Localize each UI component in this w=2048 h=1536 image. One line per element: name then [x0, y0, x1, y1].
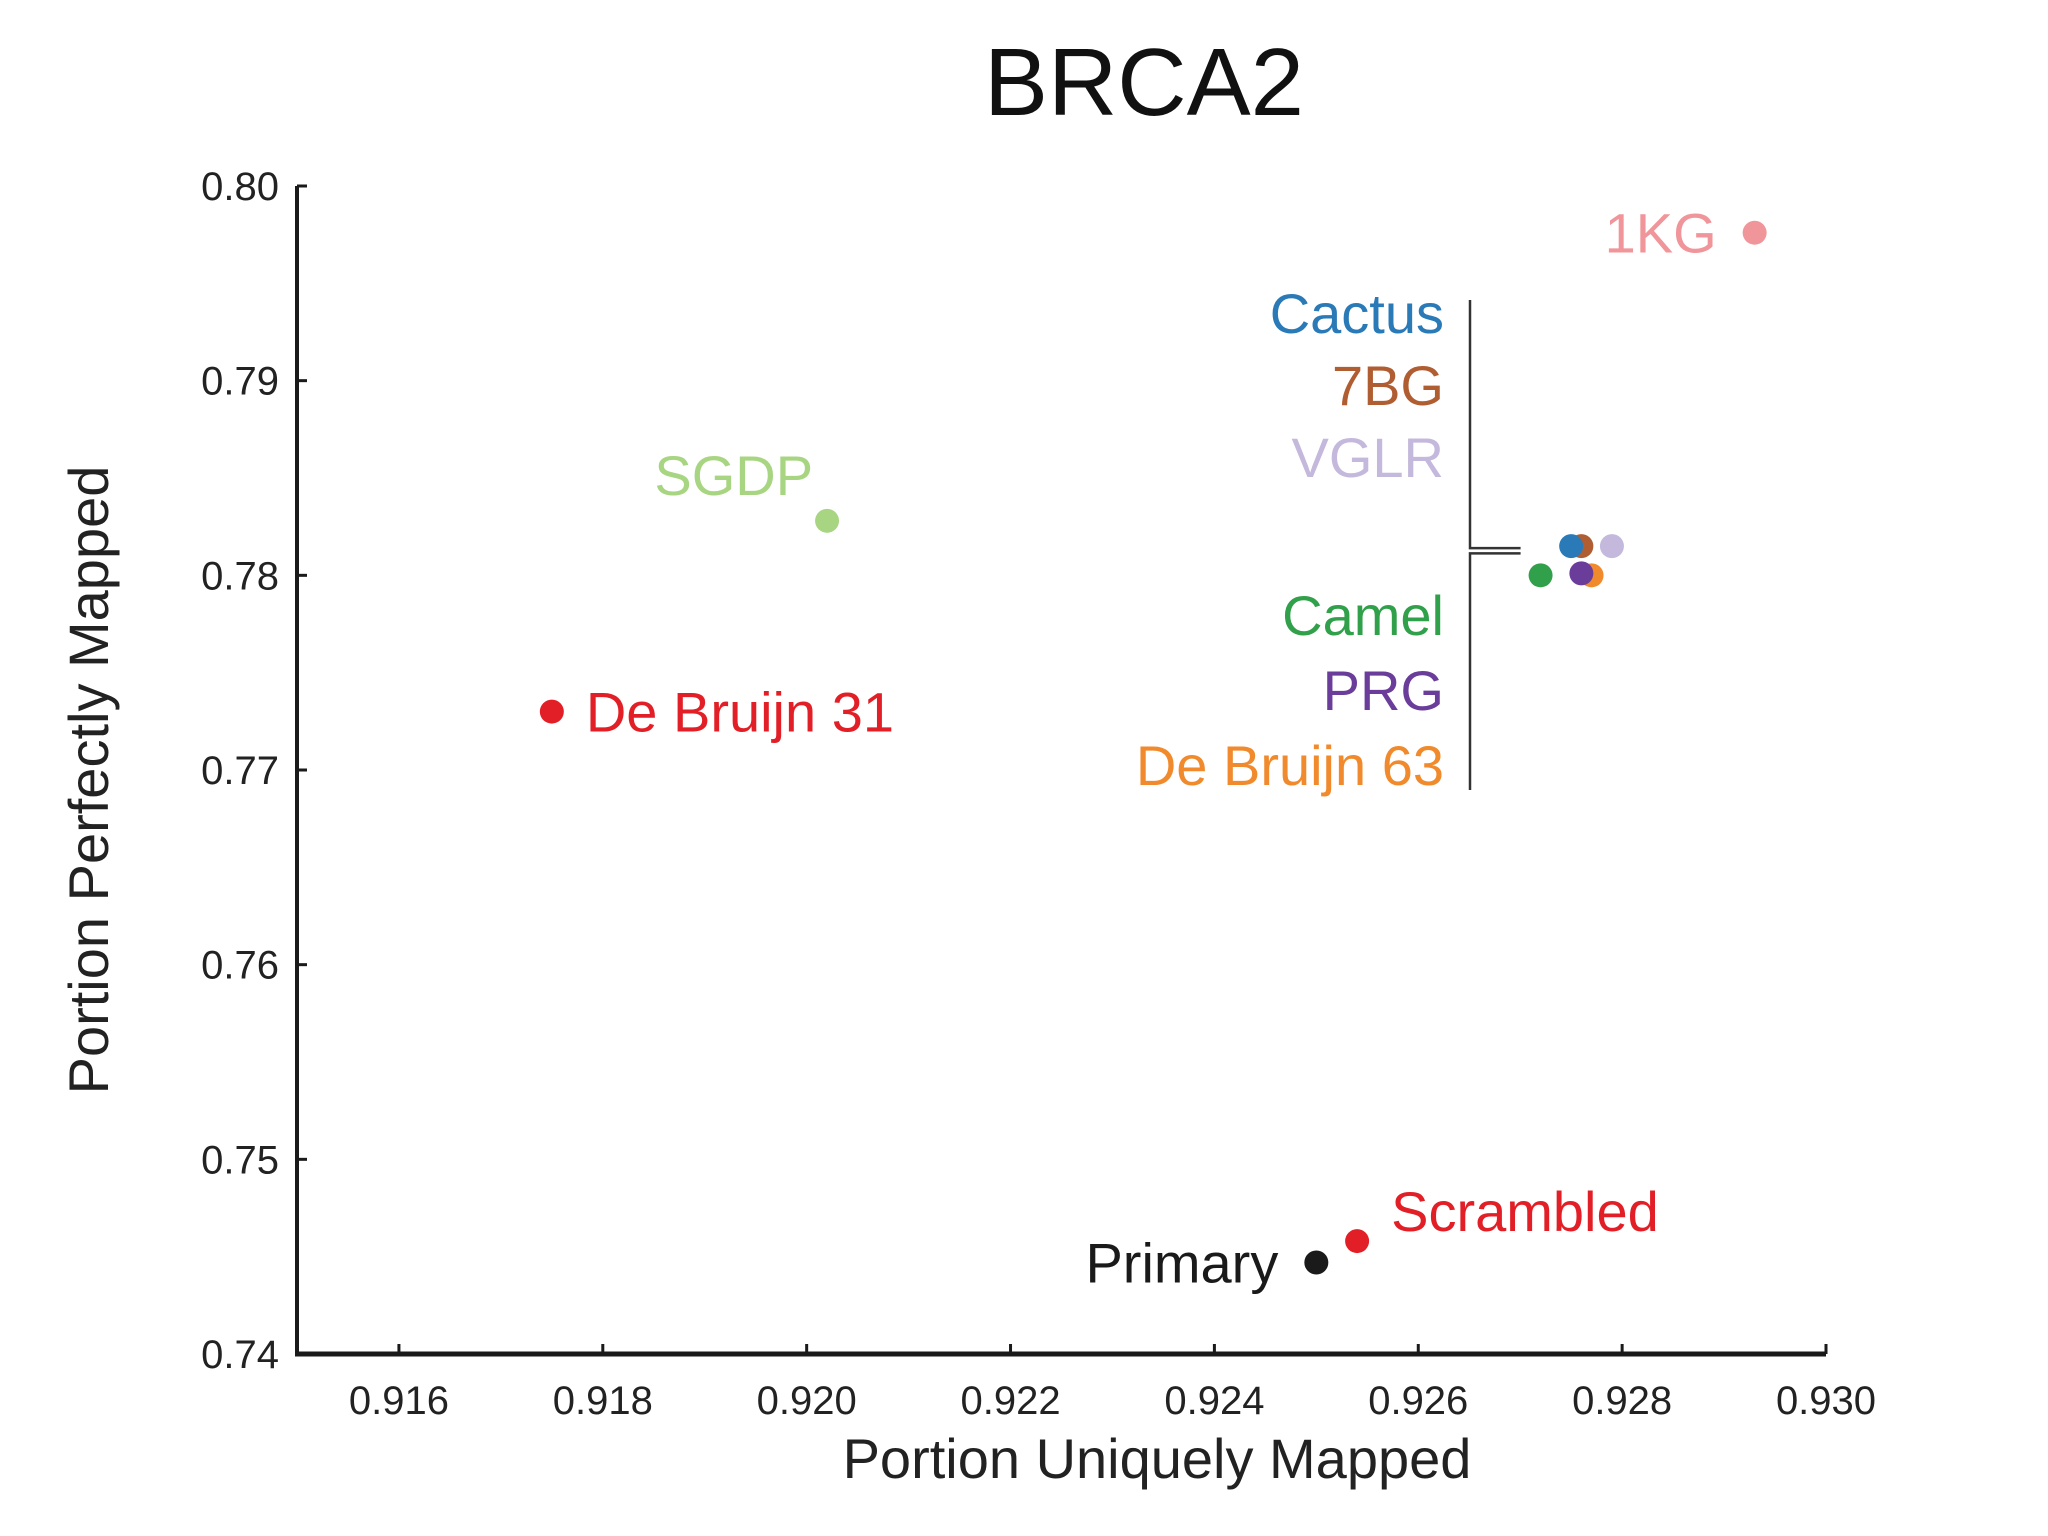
y-tick-label: 0.78 — [201, 554, 279, 598]
point-sgdp — [815, 508, 840, 533]
label-vglr: VGLR — [1292, 426, 1445, 489]
label-prg: PRG — [1323, 659, 1444, 722]
point-primary — [1304, 1250, 1329, 1275]
label-primary: Primary — [1085, 1232, 1278, 1295]
y-tick-label: 0.76 — [201, 944, 279, 988]
label-sgdp: SGDP — [654, 444, 813, 507]
y-axis-ticks: 0.74 0.75 0.76 0.77 0.78 0.79 0.80 — [201, 165, 307, 1377]
x-tick-label: 0.922 — [960, 1379, 1060, 1423]
label-de-bruijn-31: De Bruijn 31 — [586, 681, 894, 744]
x-axis-ticks: 0.916 0.918 0.920 0.922 0.924 0.926 0.928 0.930 — [349, 1344, 1876, 1423]
chart-title: BRCA2 — [984, 29, 1304, 136]
cluster-brackets — [1468, 300, 1521, 790]
data-points — [539, 220, 1767, 1275]
bracket-lower — [1468, 552, 1521, 790]
label-1kg: 1KG — [1605, 202, 1717, 265]
point-de-bruijn-31 — [539, 699, 564, 724]
label-7bg: 7BG — [1332, 354, 1444, 417]
point-prg — [1569, 561, 1594, 586]
point-1kg — [1742, 220, 1767, 245]
label-de-bruijn-63: De Bruijn 63 — [1136, 734, 1444, 797]
x-tick-label: 0.920 — [757, 1379, 857, 1423]
point-scrambled — [1345, 1229, 1370, 1254]
y-tick-label: 0.74 — [201, 1333, 279, 1377]
x-tick-label: 0.930 — [1776, 1379, 1876, 1423]
point-vglr — [1599, 534, 1624, 559]
point-camel — [1528, 563, 1553, 588]
bracket-upper — [1468, 300, 1521, 550]
label-scrambled: Scrambled — [1391, 1180, 1659, 1243]
label-camel: Camel — [1282, 584, 1444, 647]
label-cactus: Cactus — [1270, 282, 1444, 345]
y-tick-label: 0.79 — [201, 360, 279, 404]
point-cactus — [1559, 534, 1584, 559]
y-tick-label: 0.77 — [201, 749, 279, 793]
x-tick-label: 0.918 — [553, 1379, 653, 1423]
x-tick-label: 0.916 — [349, 1379, 449, 1423]
x-tick-label: 0.928 — [1572, 1379, 1672, 1423]
x-axis-label: Portion Uniquely Mapped — [843, 1427, 1472, 1490]
point-labels: 1KG SGDP De Bruijn 31 Primary Scrambled Cactu… — [586, 202, 1717, 1295]
y-tick-label: 0.75 — [201, 1138, 279, 1182]
y-tick-label: 0.80 — [201, 165, 279, 209]
y-axis-label: Portion Perfectly Mapped — [57, 466, 120, 1095]
x-tick-label: 0.926 — [1368, 1379, 1468, 1423]
x-tick-label: 0.924 — [1164, 1379, 1264, 1423]
